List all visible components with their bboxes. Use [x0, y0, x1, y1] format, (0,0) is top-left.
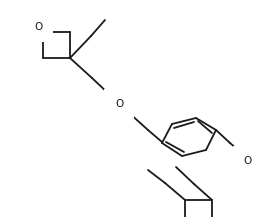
Text: O: O	[244, 156, 252, 166]
Text: O: O	[115, 99, 123, 109]
Text: O: O	[35, 22, 43, 32]
